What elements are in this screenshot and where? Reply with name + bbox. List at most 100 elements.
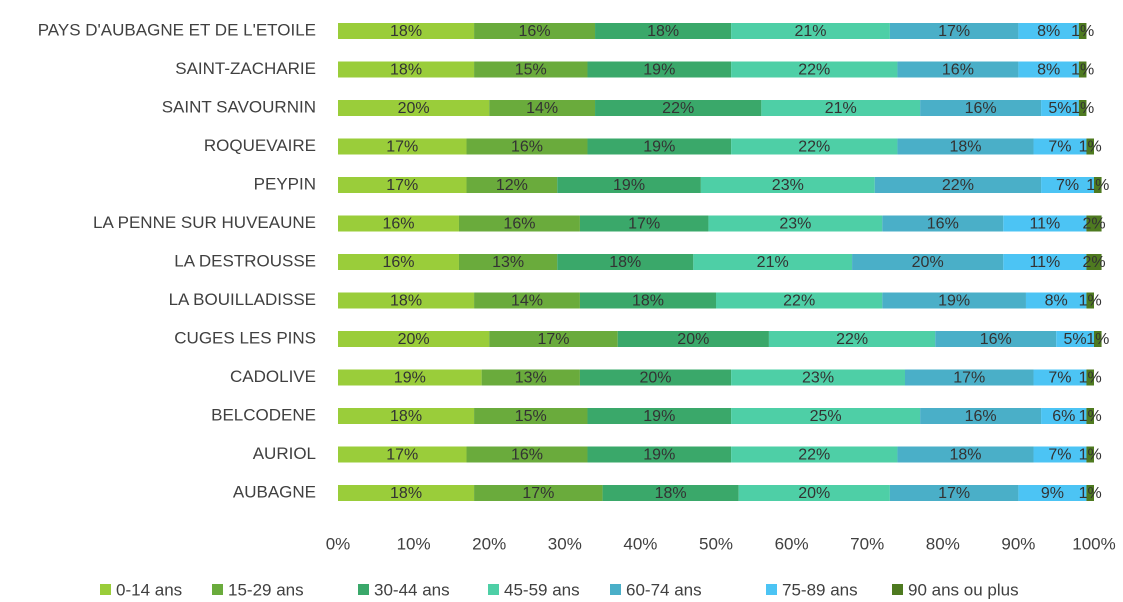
bar-segment <box>1086 485 1094 501</box>
bar-segment <box>338 177 467 193</box>
bar-segment <box>458 254 558 270</box>
data-label: 7% <box>1056 177 1079 194</box>
bar-segment <box>1033 369 1087 386</box>
legend-label: 75-89 ans <box>782 580 858 599</box>
legend-label: 30-44 ans <box>374 580 450 599</box>
data-label: 23% <box>772 177 804 194</box>
data-label: 18% <box>390 408 422 425</box>
bar-segment <box>761 100 921 116</box>
data-label: 18% <box>949 447 981 464</box>
data-label: 11% <box>1029 254 1060 271</box>
y-tick-label: AUBAGNE <box>233 482 316 501</box>
data-label: 16% <box>927 216 959 233</box>
bar-segment <box>466 446 588 463</box>
bar-segment <box>338 138 467 155</box>
data-label: 8% <box>1045 293 1068 310</box>
data-label: 16% <box>965 408 997 425</box>
data-label: 1% <box>1086 331 1109 348</box>
data-label: 5% <box>1048 100 1071 117</box>
data-label: 20% <box>912 254 944 271</box>
data-label: 1% <box>1079 408 1102 425</box>
bar-segment <box>466 177 558 193</box>
y-tick-label: LA BOUILLADISSE <box>169 290 316 309</box>
bar-segment <box>557 177 701 193</box>
data-label: 11% <box>1029 216 1060 233</box>
data-label: 23% <box>779 216 811 233</box>
data-label: 20% <box>640 370 672 387</box>
data-label: 18% <box>390 293 422 310</box>
data-label: 1% <box>1079 293 1102 310</box>
bar-segment <box>474 292 580 309</box>
data-label: 7% <box>1048 370 1071 387</box>
data-label: 8% <box>1037 23 1060 40</box>
data-label: 19% <box>643 62 675 79</box>
bar-segment <box>602 485 739 501</box>
data-label: 16% <box>511 139 543 156</box>
legend-swatch <box>358 584 369 595</box>
data-label: 22% <box>942 177 974 194</box>
data-label: 20% <box>677 331 709 348</box>
data-label: 1% <box>1079 370 1102 387</box>
data-label: 1% <box>1071 62 1094 79</box>
bar-segment <box>579 369 732 386</box>
data-label: 17% <box>522 485 554 502</box>
data-label: 20% <box>398 331 430 348</box>
bar-segment <box>1003 254 1087 270</box>
data-label: 16% <box>519 23 551 40</box>
bar-segment <box>617 331 769 347</box>
data-label: 16% <box>503 216 535 233</box>
data-label: 17% <box>386 139 418 156</box>
data-label: 21% <box>825 100 857 117</box>
data-label: 14% <box>526 100 558 117</box>
bar-segment <box>338 61 475 78</box>
data-label: 19% <box>613 177 645 194</box>
bar-segment <box>489 100 596 116</box>
data-label: 17% <box>628 216 660 233</box>
bar-segment <box>1078 23 1087 39</box>
bar-segment <box>474 485 603 501</box>
bar-segment <box>474 23 596 39</box>
data-label: 8% <box>1037 62 1060 79</box>
y-tick-label: SAINT SAVOURNIN <box>162 97 316 116</box>
bar-segment <box>874 177 1042 193</box>
bar-segment <box>338 446 467 463</box>
data-label: 7% <box>1048 139 1071 156</box>
data-label: 20% <box>398 100 430 117</box>
bar-segment <box>1018 485 1087 501</box>
bar-segment <box>557 254 694 270</box>
bar-segment <box>595 23 732 39</box>
data-label: 2% <box>1082 254 1105 271</box>
bar-segment <box>1094 177 1102 193</box>
bar-segment <box>882 215 1004 232</box>
data-label: 17% <box>938 23 970 40</box>
data-label: 22% <box>798 62 830 79</box>
data-label: 17% <box>938 485 970 502</box>
y-tick-label: PAYS D'AUBAGNE ET DE L'ETOILE <box>38 20 316 39</box>
y-tick-label: ROQUEVAIRE <box>204 136 316 155</box>
data-label: 2% <box>1082 216 1105 233</box>
legend-label: 90 ans ou plus <box>908 580 1019 599</box>
bar-segment <box>1041 408 1087 424</box>
data-label: 20% <box>798 485 830 502</box>
bar-segment <box>338 369 482 386</box>
bar-segment <box>1086 215 1102 232</box>
bar-segment <box>1018 61 1079 78</box>
y-tick-label: CUGES LES PINS <box>174 328 316 347</box>
data-label: 16% <box>511 447 543 464</box>
data-label: 13% <box>492 254 524 271</box>
x-tick-label: 100% <box>1072 534 1115 553</box>
bar-segment <box>693 254 853 270</box>
data-label: 13% <box>515 370 547 387</box>
data-label: 19% <box>394 370 426 387</box>
x-tick-label: 0% <box>326 534 351 553</box>
data-label: 9% <box>1041 485 1064 502</box>
data-label: 17% <box>386 447 418 464</box>
data-label: 19% <box>643 447 675 464</box>
bar-segment <box>920 408 1042 424</box>
bar-segment <box>338 23 475 39</box>
bar-segment <box>1078 61 1087 78</box>
bar-segment <box>1056 331 1094 347</box>
bar-segment <box>338 485 475 501</box>
data-label: 1% <box>1079 447 1102 464</box>
